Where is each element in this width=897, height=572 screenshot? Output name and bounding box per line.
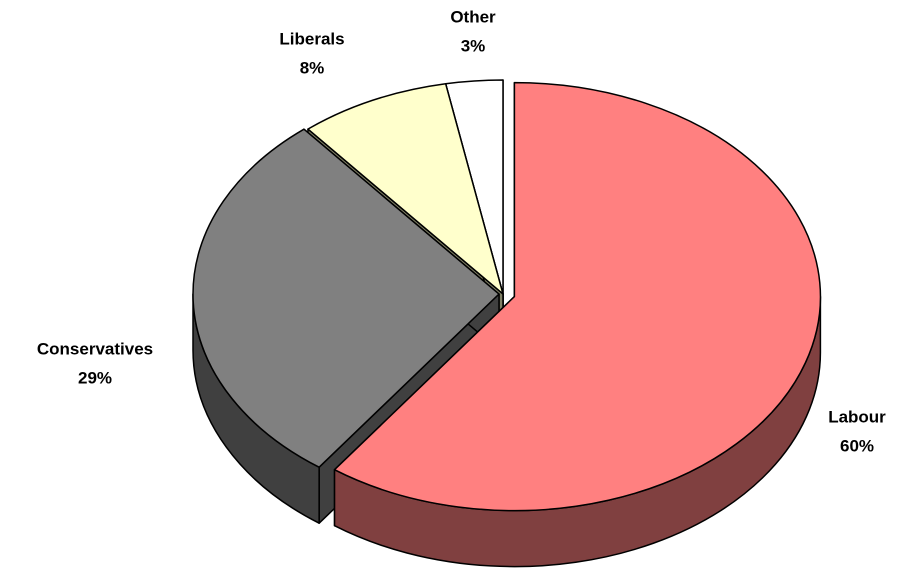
slice-label: Labour xyxy=(828,407,886,426)
slice xyxy=(333,81,822,512)
slice-value-label: 29% xyxy=(78,368,112,387)
slice-label: Liberals xyxy=(279,29,344,48)
slice-label: Conservatives xyxy=(37,339,153,358)
slice-value-label: 60% xyxy=(840,436,874,455)
slice-value-label: 3% xyxy=(461,36,486,55)
slice xyxy=(192,128,500,468)
slice-label: Other xyxy=(450,7,496,26)
slice-value-label: 8% xyxy=(300,58,325,77)
slice xyxy=(307,83,504,295)
